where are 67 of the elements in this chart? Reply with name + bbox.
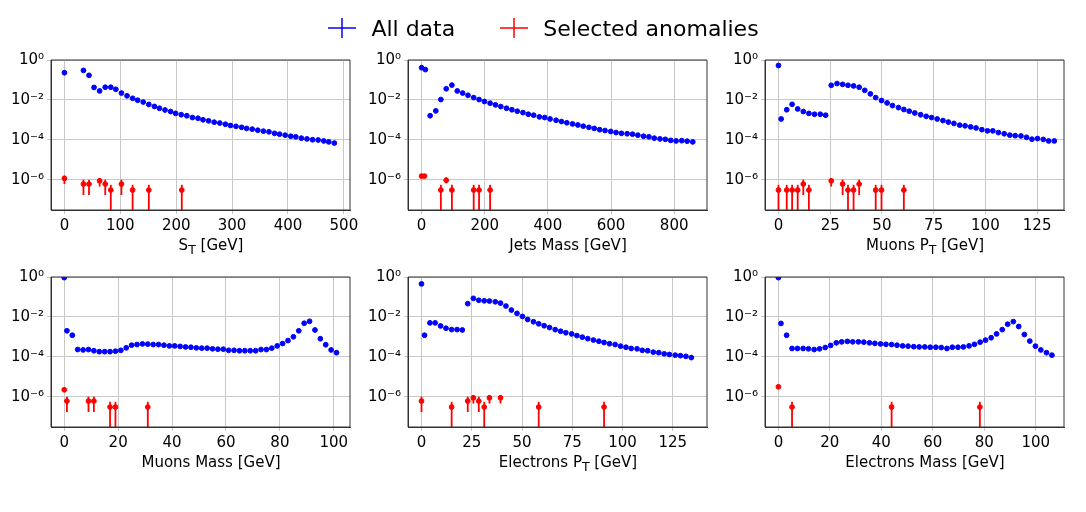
x-tick-label: 25 xyxy=(462,432,482,451)
x-tick-label: 100 xyxy=(1021,432,1051,451)
x-tick-label: 40 xyxy=(871,432,891,451)
x-tick-label: 80 xyxy=(270,432,290,451)
x-tick-label: 60 xyxy=(923,432,943,451)
x-axis-title: Jets Mass [GeV] xyxy=(509,236,627,254)
x-tick-label: 20 xyxy=(820,432,840,451)
y-tick-label: 10⁰ xyxy=(732,266,759,285)
x-tick-label: 600 xyxy=(596,215,626,234)
y-tick-label: 10⁰ xyxy=(732,49,759,68)
x-tick-label: 300 xyxy=(217,215,247,234)
x-tick-label: 100 xyxy=(608,432,637,451)
legend-label: All data xyxy=(371,15,456,41)
x-tick-label: 0 xyxy=(416,215,427,234)
y-tick-label: 10⁻² xyxy=(10,306,45,325)
y-tick-label: 10⁻⁴ xyxy=(724,129,759,148)
x-tick-label: 200 xyxy=(161,215,191,234)
x-tick-label: 75 xyxy=(924,215,944,234)
x-tick-label: 80 xyxy=(974,432,994,451)
x-axis-title: Muons Mass [GeV] xyxy=(141,453,281,471)
x-axis-title: Electrons P$_{T}$ [GeV] xyxy=(498,453,638,474)
x-tick-label: 50 xyxy=(512,432,532,451)
x-tick-label: 400 xyxy=(273,215,303,234)
x-tick-label: 125 xyxy=(658,432,688,451)
y-tick-label: 10⁻² xyxy=(10,89,45,108)
x-tick-label: 800 xyxy=(659,215,689,234)
x-tick-label: 125 xyxy=(1022,215,1052,234)
y-tick-label: 10⁻² xyxy=(367,89,402,108)
x-tick-label: 20 xyxy=(108,432,128,451)
y-tick-label: 10⁻² xyxy=(724,89,759,108)
y-tick-label: 10⁻⁶ xyxy=(10,169,45,188)
x-tick-label: 200 xyxy=(470,215,500,234)
x-tick-label: 0 xyxy=(416,432,427,451)
x-tick-label: 400 xyxy=(533,215,563,234)
y-tick-label: 10⁻² xyxy=(724,306,759,325)
y-tick-label: 10⁻⁴ xyxy=(10,129,45,148)
y-tick-label: 10⁻⁶ xyxy=(367,169,402,188)
y-tick-label: 10⁻⁶ xyxy=(367,386,402,405)
x-axis-title: S$_{T}$ [GeV] xyxy=(178,236,244,257)
y-tick-label: 10⁻² xyxy=(367,306,402,325)
x-tick-label: 0 xyxy=(59,215,70,234)
legend-label: Selected anomalies xyxy=(543,15,759,41)
y-tick-label: 10⁻⁶ xyxy=(10,386,45,405)
x-tick-label: 75 xyxy=(562,432,582,451)
y-tick-label: 10⁰ xyxy=(375,49,402,68)
x-tick-label: 25 xyxy=(820,215,840,234)
y-tick-label: 10⁻⁴ xyxy=(367,129,402,148)
y-tick-label: 10⁻⁴ xyxy=(367,346,402,365)
x-tick-label: 0 xyxy=(773,432,784,451)
y-tick-label: 10⁻⁴ xyxy=(10,346,45,365)
x-tick-label: 100 xyxy=(971,215,1000,234)
x-tick-label: 0 xyxy=(773,215,784,234)
x-tick-label: 500 xyxy=(329,215,359,234)
x-tick-label: 100 xyxy=(105,215,135,234)
x-tick-label: 100 xyxy=(319,432,349,451)
y-tick-label: 10⁰ xyxy=(375,266,402,285)
x-axis-title: Electrons Mass [GeV] xyxy=(845,453,1005,471)
y-tick-label: 10⁰ xyxy=(18,49,45,68)
x-tick-label: 60 xyxy=(216,432,236,451)
x-tick-label: 40 xyxy=(162,432,182,451)
x-tick-label: 0 xyxy=(59,432,69,451)
y-tick-label: 10⁰ xyxy=(18,266,45,285)
y-tick-label: 10⁻⁶ xyxy=(724,169,759,188)
y-tick-label: 10⁻⁴ xyxy=(724,346,759,365)
y-tick-label: 10⁻⁶ xyxy=(724,386,759,405)
x-tick-label: 50 xyxy=(872,215,892,234)
x-axis-title: Muons P$_{T}$ [GeV] xyxy=(866,236,984,257)
